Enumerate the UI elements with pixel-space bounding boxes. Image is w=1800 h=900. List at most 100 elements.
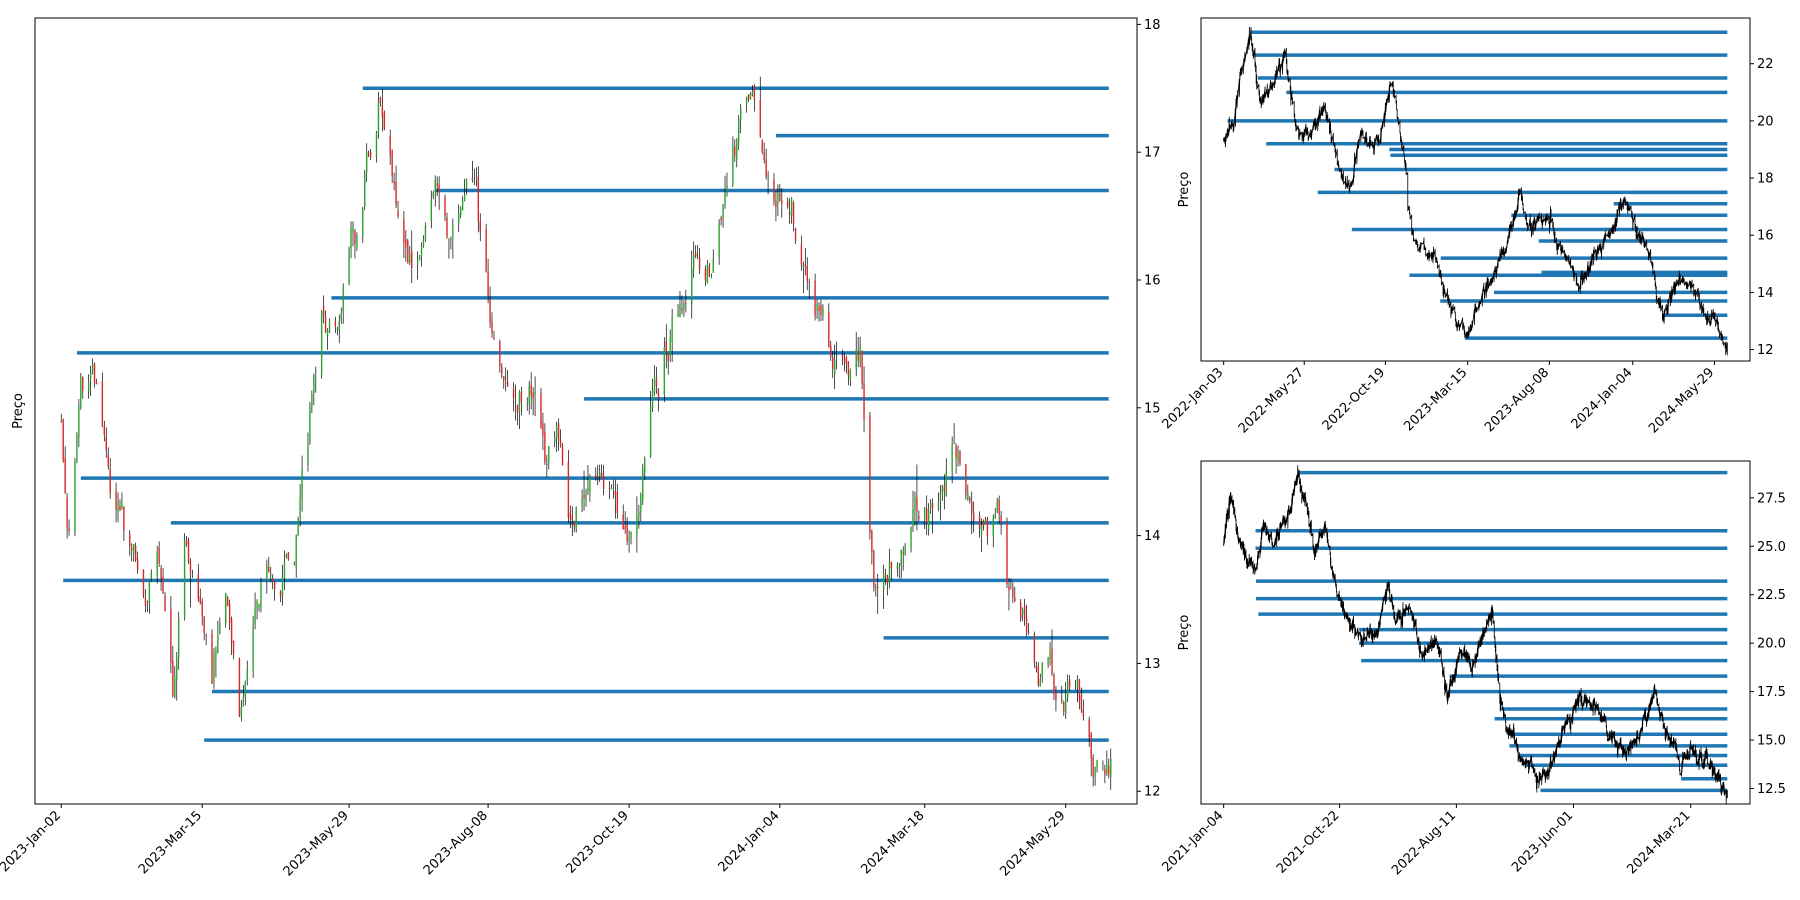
y-tick-label: 20.0 xyxy=(1757,637,1786,652)
candle xyxy=(571,506,573,537)
candle xyxy=(863,366,865,433)
candle xyxy=(391,149,393,183)
candle xyxy=(293,561,295,566)
candle xyxy=(1037,662,1040,688)
candle xyxy=(393,172,395,191)
candle xyxy=(732,136,734,188)
x-tick-label: 2023-Jan-02 xyxy=(0,808,64,875)
candle xyxy=(383,110,386,131)
candle xyxy=(882,564,885,609)
candle xyxy=(775,190,777,221)
candle xyxy=(409,245,411,266)
candle xyxy=(655,366,658,394)
candle xyxy=(736,138,738,168)
candle xyxy=(283,550,286,591)
y-tick-label: 18 xyxy=(1757,172,1774,187)
candle xyxy=(354,228,356,259)
candle xyxy=(542,412,544,451)
candle xyxy=(136,551,139,574)
candle xyxy=(1066,674,1069,702)
x-tick-label: 2024-Jan-04 xyxy=(1569,365,1636,432)
candle xyxy=(225,592,227,628)
candle xyxy=(671,308,673,362)
candle xyxy=(875,583,877,597)
candle xyxy=(804,248,807,276)
candle xyxy=(506,369,509,387)
candle xyxy=(663,337,666,403)
candle xyxy=(520,386,523,416)
candle xyxy=(438,176,440,210)
candle xyxy=(365,143,368,183)
candle xyxy=(252,615,254,678)
candle xyxy=(739,103,742,134)
candle xyxy=(931,498,934,534)
candle xyxy=(916,464,918,531)
candle xyxy=(134,542,137,563)
candle xyxy=(888,548,891,589)
candle xyxy=(444,194,446,222)
candle xyxy=(1104,764,1106,784)
candle xyxy=(80,373,82,410)
candle xyxy=(217,620,219,654)
candle xyxy=(420,242,423,267)
candle xyxy=(546,454,548,478)
candle xyxy=(790,197,793,224)
candle xyxy=(338,314,340,344)
candle xyxy=(185,536,188,547)
candle xyxy=(501,363,503,379)
candle xyxy=(820,299,822,322)
support-resistance-lines xyxy=(1255,470,1728,793)
candle xyxy=(1092,754,1094,787)
candle xyxy=(450,236,452,250)
candle xyxy=(738,115,740,150)
candle xyxy=(847,361,850,386)
candle xyxy=(555,421,558,452)
candle xyxy=(377,92,380,139)
candle xyxy=(101,372,104,428)
candle xyxy=(1051,629,1053,677)
candle xyxy=(313,373,315,406)
candle xyxy=(1025,604,1028,637)
candle xyxy=(1090,732,1092,777)
candle xyxy=(518,390,521,430)
y-tick-label: 16 xyxy=(1144,274,1161,289)
plot-frame xyxy=(1200,460,1751,805)
candle xyxy=(107,447,109,470)
candle xyxy=(747,94,750,102)
candle xyxy=(424,222,427,242)
candle xyxy=(232,640,235,660)
candle xyxy=(334,316,337,334)
candle xyxy=(628,530,630,553)
candle xyxy=(362,206,364,243)
candle xyxy=(162,567,164,595)
candle xyxy=(215,646,217,678)
candle xyxy=(830,340,832,361)
candle xyxy=(835,341,838,370)
candle xyxy=(505,367,507,392)
candle xyxy=(473,168,476,186)
candle xyxy=(1027,623,1030,635)
candle xyxy=(1021,607,1024,621)
candle xyxy=(436,176,438,197)
candle xyxy=(131,543,133,562)
candle xyxy=(322,295,325,324)
top-right-price-chart: 12 14 16 18 20 22 2022-Jan-03 2022-May-27 2022-… xyxy=(1159,17,1774,436)
candle xyxy=(348,246,350,286)
y-tick-label: 22 xyxy=(1757,57,1774,72)
candle xyxy=(479,213,481,242)
candle xyxy=(587,464,589,496)
candle xyxy=(266,559,268,594)
y-axis-label: Preço xyxy=(11,393,26,429)
candle xyxy=(281,564,284,606)
y-axis: 12 14 16 18 20 22 xyxy=(1750,57,1774,358)
x-tick-label: 2021-Jan-04 xyxy=(1159,808,1226,875)
candle xyxy=(902,546,904,571)
candle xyxy=(375,130,378,163)
x-tick-label: 2024-Mar-18 xyxy=(858,808,927,877)
candle xyxy=(585,488,587,507)
price-candles xyxy=(60,76,1112,790)
y-axis: 12.5 15.0 17.5 20.0 22.5 25.0 27.5 xyxy=(1750,491,1786,797)
candle xyxy=(926,495,928,536)
candle xyxy=(649,391,652,459)
candle xyxy=(1096,759,1098,773)
